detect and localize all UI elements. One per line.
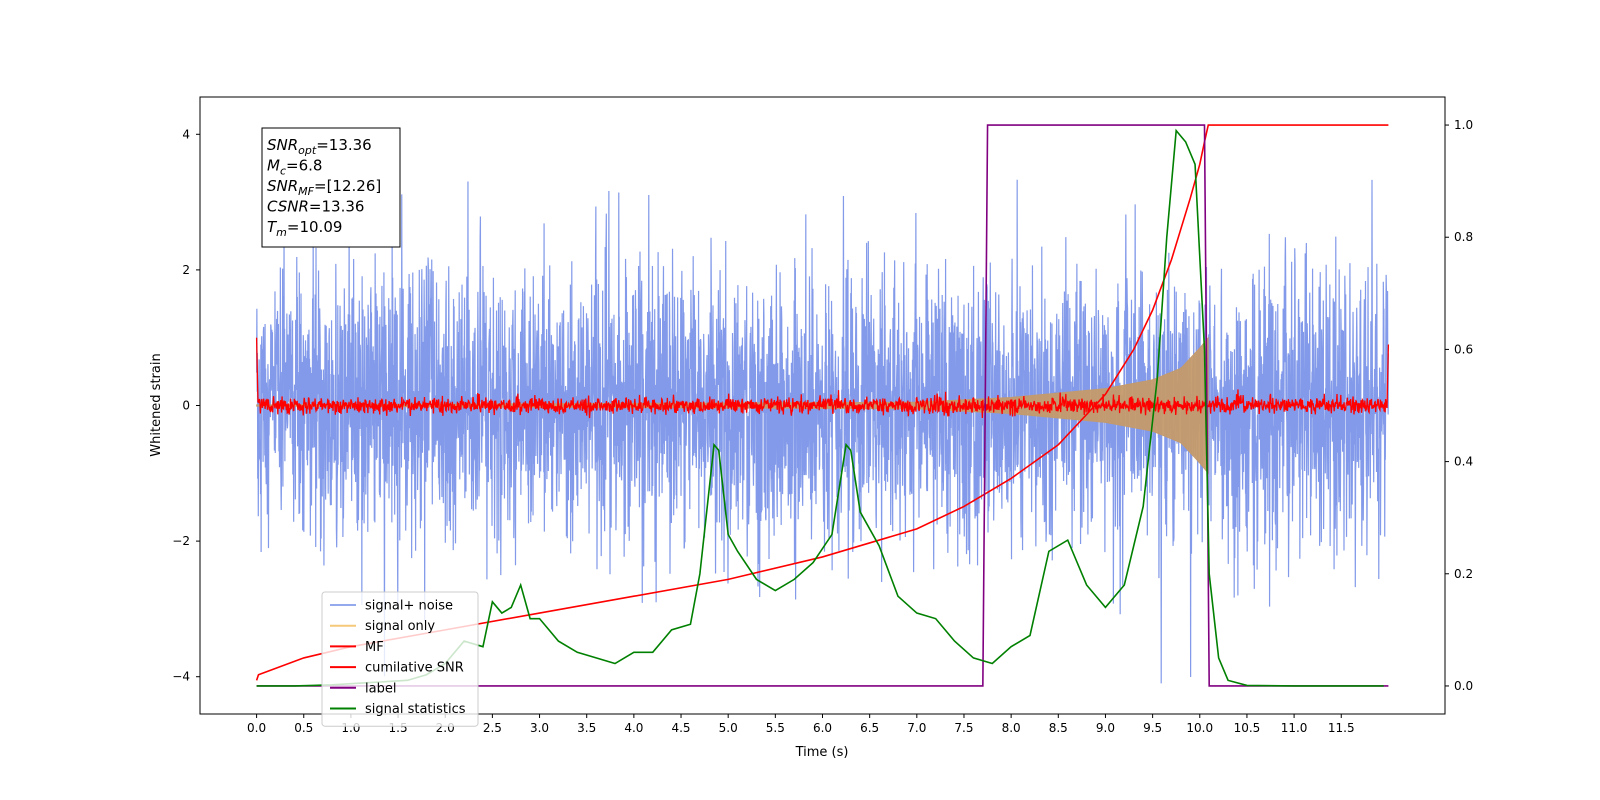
annotation-symbol: SNR (267, 177, 298, 195)
x-tick-label: 7.5 (954, 721, 973, 735)
y2-tick-label: 0.4 (1454, 455, 1473, 469)
annotation-value: =[12.26] (314, 177, 381, 195)
x-tick-label: 9.5 (1143, 721, 1162, 735)
x-tick-label: 2.5 (483, 721, 502, 735)
y-axis-left: −4 −2 0 2 4 (172, 127, 200, 684)
x-tick-label: 7.0 (907, 721, 926, 735)
annotation-value: =13.36 (309, 198, 365, 216)
x-tick-label: 10.0 (1186, 721, 1213, 735)
annotation-value: =10.09 (287, 218, 343, 236)
x-tick-label: 9.0 (1096, 721, 1115, 735)
x-tick-label: 8.0 (1002, 721, 1021, 735)
x-tick-label: 8.5 (1049, 721, 1068, 735)
y-tick-label: 0 (182, 399, 190, 413)
y2-tick-label: 0.6 (1454, 342, 1473, 356)
x-tick-label: 5.0 (719, 721, 738, 735)
x-tick-label: 4.5 (671, 721, 690, 735)
y-axis-label: Whitened strain (149, 353, 164, 456)
annotation-subscript: m (276, 226, 287, 239)
annotation-value: =6.8 (286, 157, 322, 175)
annotation-symbol: T (267, 218, 278, 236)
y-tick-label: −4 (172, 670, 190, 684)
series-label (256, 124, 1389, 687)
legend: signal+ noise signal only MF cumilative SNR… (321, 591, 479, 727)
y2-tick-label: 0.0 (1454, 679, 1473, 693)
x-tick-label: 4.0 (624, 721, 643, 735)
annotation-box: SNRopt=13.36Mc=6.8SNRMF=[12.26]CSNR=13.3… (261, 127, 401, 248)
x-tick-label: 5.5 (766, 721, 785, 735)
x-tick-label: 0.0 (247, 721, 266, 735)
x-axis-label: Time (s) (795, 745, 849, 760)
series-signal-noise (255, 179, 1390, 684)
annotation-subscript: c (280, 165, 286, 178)
y-tick-label: −2 (172, 534, 190, 548)
annotation-subscript: opt (298, 144, 317, 157)
y-tick-label: 2 (182, 263, 190, 277)
annotation-subscript: MF (298, 185, 314, 198)
series-mf (255, 337, 1390, 419)
legend-label: MF (365, 640, 384, 655)
legend-label: label (365, 681, 396, 696)
legend-label: signal statistics (365, 702, 466, 717)
x-tick-label: 6.0 (813, 721, 832, 735)
x-tick-label: 11.0 (1281, 721, 1308, 735)
annotation-line: SNRMF=[12.26] (267, 177, 381, 198)
legend-label: cumilative SNR (365, 661, 464, 676)
x-tick-label: 11.5 (1328, 721, 1355, 735)
annotation-value: =13.36 (316, 136, 372, 154)
y-tick-label: 4 (182, 127, 190, 141)
x-tick-label: 3.0 (530, 721, 549, 735)
x-tick-label: 10.5 (1234, 721, 1261, 735)
x-tick-label: 0.5 (294, 721, 313, 735)
annotation-symbol: SNR (267, 136, 298, 154)
annotation-frame (261, 127, 401, 248)
annotation-symbol: CSNR (267, 198, 309, 216)
legend-label: signal only (365, 619, 435, 634)
annotation-line: CSNR=13.36 (267, 198, 364, 216)
legend-label: signal+ noise (365, 599, 453, 614)
annotation-line: SNRopt=13.36 (267, 136, 372, 157)
annotation-line: Tm=10.09 (267, 218, 342, 239)
y-axis-right: 0.0 0.2 0.4 0.6 0.8 1.0 (1445, 118, 1473, 693)
y2-tick-label: 0.8 (1454, 230, 1473, 244)
x-tick-label: 3.5 (577, 721, 596, 735)
annotation-symbol: M (267, 157, 280, 175)
x-tick-label: 6.5 (860, 721, 879, 735)
annotation-line: Mc=6.8 (267, 157, 322, 178)
y2-tick-label: 0.2 (1454, 567, 1473, 581)
legend-frame (321, 591, 479, 727)
y2-tick-label: 1.0 (1454, 118, 1473, 132)
